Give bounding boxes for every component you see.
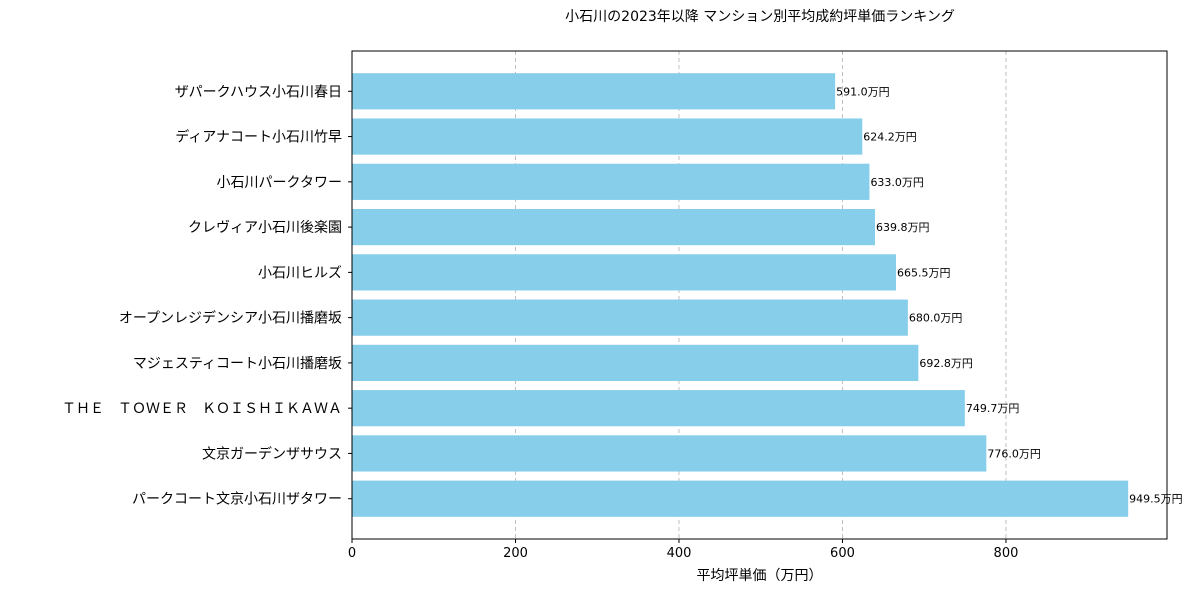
data-label: 692.8万円 — [919, 357, 973, 370]
bar — [352, 118, 863, 155]
chart-title: 小石川の2023年以降 マンション別平均成約坪単価ランキング — [565, 9, 955, 25]
x-axis-label: 平均坪単価（万円） — [697, 568, 823, 584]
data-label: 680.0万円 — [909, 312, 963, 325]
data-label: 665.5万円 — [897, 266, 951, 279]
bar — [352, 254, 897, 291]
bar — [352, 344, 919, 382]
bar — [352, 208, 876, 246]
x-tick-label: 400 — [667, 546, 692, 561]
bar — [352, 480, 1129, 517]
bar — [352, 163, 870, 200]
bar — [352, 435, 987, 472]
data-label: 639.8万円 — [876, 221, 930, 234]
y-tick-label: ＴＨＥ ＴＯＷＥＲ ＫＯＩＳＨＩＫＡＷＡ — [62, 401, 342, 417]
y-tick-label: オープンレジデンシア小石川播磨坂 — [119, 310, 342, 327]
x-tick-label: 800 — [994, 546, 1019, 561]
bar — [352, 390, 965, 427]
y-tick-label: マジェスティコート小石川播磨坂 — [133, 356, 342, 372]
bar — [352, 73, 836, 110]
plot-frame — [351, 50, 1168, 540]
x-tick-label: 0 — [348, 546, 356, 561]
y-tick-label: 小石川パークタワー — [217, 175, 342, 191]
data-label: 949.5万円 — [1129, 493, 1183, 506]
y-tick-label: クレヴィア小石川後楽園 — [188, 219, 342, 236]
y-tick-label: パークコート文京小石川ザタワー — [132, 492, 342, 508]
data-label: 624.2万円 — [863, 131, 917, 144]
bar — [352, 299, 908, 336]
data-label: 749.7万円 — [966, 402, 1020, 415]
y-tick-label: ディアナコート小石川竹早 — [175, 129, 342, 146]
x-tick-label: 200 — [503, 546, 528, 561]
y-tick-label: 文京ガーデンザサウス — [202, 445, 342, 462]
data-label: 633.0万円 — [870, 176, 924, 189]
data-label: 776.0万円 — [987, 447, 1041, 460]
y-tick-label: ザパークハウス小石川春日 — [175, 84, 342, 100]
data-label: 591.0万円 — [836, 85, 890, 98]
x-tick-label: 600 — [830, 546, 855, 561]
y-tick-label: 小石川ヒルズ — [258, 265, 342, 281]
